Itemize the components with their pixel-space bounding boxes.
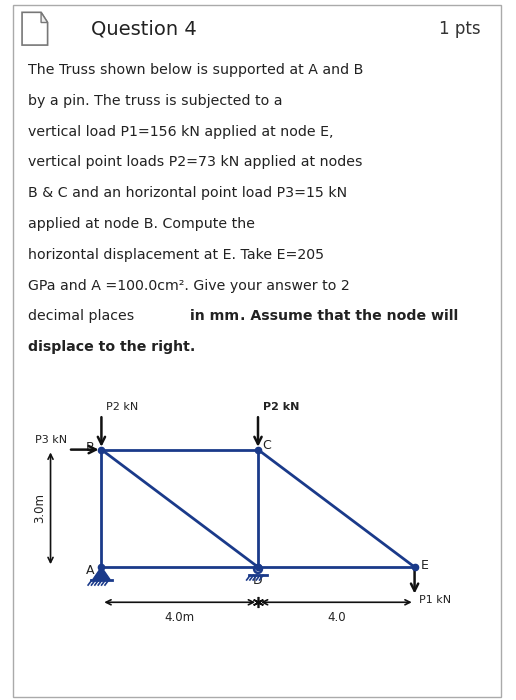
- Text: A: A: [86, 564, 95, 577]
- Text: in mm: in mm: [189, 309, 239, 323]
- Text: vertical load P1=156 kN applied at node E,: vertical load P1=156 kN applied at node …: [28, 125, 334, 139]
- Text: 4.0m: 4.0m: [165, 611, 195, 624]
- Text: The Truss shown below is supported at A and B: The Truss shown below is supported at A …: [28, 63, 364, 77]
- Text: by a pin. The truss is subjected to a: by a pin. The truss is subjected to a: [28, 94, 283, 108]
- Text: P3 kN: P3 kN: [35, 435, 67, 445]
- Text: B: B: [86, 441, 95, 454]
- Text: C: C: [262, 439, 271, 452]
- Text: 3.0m: 3.0m: [33, 494, 46, 524]
- Text: horizontal displacement at E. Take E=205: horizontal displacement at E. Take E=205: [28, 248, 325, 262]
- Text: 1 pts: 1 pts: [440, 20, 481, 38]
- Text: Question 4: Question 4: [91, 19, 197, 38]
- Text: P1 kN: P1 kN: [420, 595, 452, 606]
- Text: 4.0: 4.0: [327, 611, 346, 624]
- Text: decimal places: decimal places: [28, 309, 139, 323]
- Text: P2 kN: P2 kN: [106, 402, 138, 412]
- Text: . Assume that the node will: . Assume that the node will: [239, 309, 458, 323]
- Text: GPa and A =100.0cm². Give your answer to 2: GPa and A =100.0cm². Give your answer to…: [28, 279, 350, 293]
- Polygon shape: [93, 567, 110, 580]
- Text: displace to the right.: displace to the right.: [28, 340, 196, 354]
- Text: B & C and an horizontal point load P3=15 kN: B & C and an horizontal point load P3=15…: [28, 186, 347, 200]
- Polygon shape: [41, 13, 47, 22]
- Text: vertical point loads P2=73 kN applied at nodes: vertical point loads P2=73 kN applied at…: [28, 155, 363, 169]
- Text: P2 kN: P2 kN: [263, 402, 299, 412]
- Text: D: D: [253, 574, 263, 587]
- Text: E: E: [421, 559, 428, 572]
- Text: applied at node B. Compute the: applied at node B. Compute the: [28, 217, 255, 231]
